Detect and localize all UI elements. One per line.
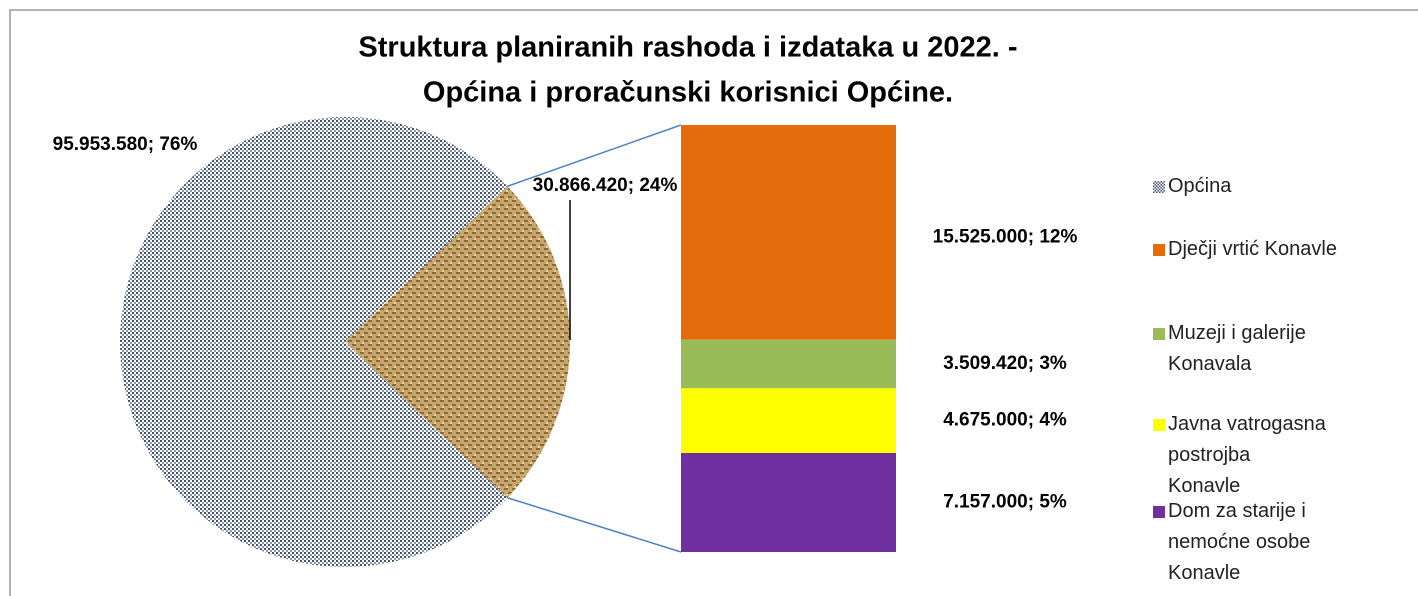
connector [507,497,682,553]
legend-swatch [1153,328,1165,340]
bar-segment [681,452,896,552]
pie-slice [345,186,571,498]
chart-title: Općina i proračunski korisnici Općine. [423,77,953,109]
legend-swatch [1153,419,1165,431]
data-label: 4.675.000; 4% [943,410,1067,431]
frame [9,9,1418,596]
legend-swatch [1153,181,1165,193]
legend-swatch [1153,506,1165,518]
legend-item: Muzeji i galerije Konavala [1153,318,1328,380]
bar-segment [681,388,896,453]
bar-segment [681,125,896,340]
legend-item: Općina [1153,171,1231,202]
data-label: 7.157.000; 5% [943,492,1067,513]
legend-label: Javna vatrogasna postrojba Konavle [1168,413,1326,497]
legend-swatch [1153,244,1165,256]
data-label: 95.953.580; 76% [53,134,198,155]
pie-slice [120,116,508,567]
data-label: 15.525.000; 12% [933,226,1078,247]
legend-label: Dječji vrtić Konavle [1168,238,1337,260]
data-label: 3.509.420; 3% [943,353,1067,374]
data-label: 30.866.420; 24% [533,175,678,196]
legend-item: Dom za starije i nemoćne osobe Konavle [1153,496,1328,589]
chart-title: Struktura planiranih rashoda i izdataka … [358,32,1017,64]
legend-label: Općina [1168,175,1232,197]
legend-label: Muzeji i galerije Konavala [1168,322,1306,375]
bar-segment [681,339,896,389]
connector [507,124,682,187]
legend-label: Dom za starije i nemoćne osobe Konavle [1168,500,1311,584]
legend-item: Javna vatrogasna postrojba Konavle [1153,409,1328,502]
legend-item: Dječji vrtić Konavle [1153,234,1337,265]
